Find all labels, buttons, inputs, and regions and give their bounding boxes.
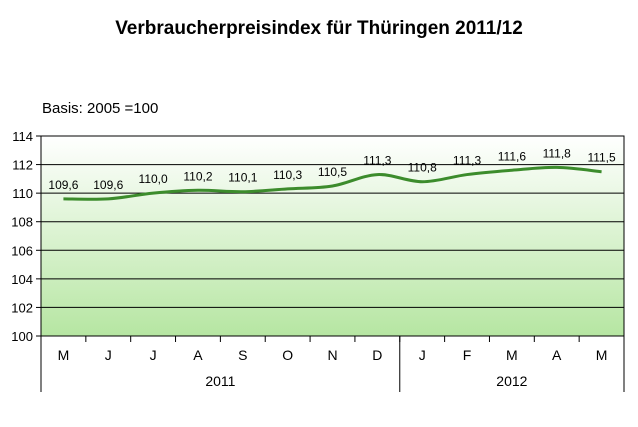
- x-tick-label: D: [372, 347, 382, 363]
- x-tick-label: O: [282, 347, 293, 363]
- data-label: 110,8: [408, 161, 437, 175]
- data-label: 110,1: [228, 171, 257, 185]
- data-label: 111,3: [363, 154, 392, 168]
- data-label: 110,3: [273, 168, 302, 182]
- data-label: 110,0: [139, 172, 168, 186]
- plot-border: [40, 135, 625, 337]
- y-tick-label: 102: [11, 300, 33, 315]
- x-tick-label: J: [150, 347, 157, 363]
- y-tick-label: 112: [12, 158, 33, 173]
- y-tick-label: 114: [12, 129, 33, 144]
- x-tick-label: M: [58, 347, 70, 363]
- y-tick-label: 100: [11, 329, 33, 344]
- data-label: 111,3: [453, 154, 482, 168]
- basis-label: Basis: 2005 =100: [42, 100, 159, 117]
- x-tick-label: A: [193, 347, 203, 363]
- y-tick-label: 108: [11, 215, 33, 230]
- data-label: 111,8: [543, 146, 572, 160]
- group-label: 2012: [496, 373, 527, 389]
- x-tick-label: N: [327, 347, 337, 363]
- data-label: 110,5: [318, 165, 347, 179]
- axes: 100 102 104 106 108 110 112 114 M J J A S O N D J F M A M 201…: [11, 129, 625, 392]
- x-tick-label: J: [105, 347, 112, 363]
- chart-title: Verbraucherpreisindex für Thüringen 2011…: [115, 18, 523, 39]
- x-tick-label: A: [552, 347, 562, 363]
- x-tick-label: J: [419, 347, 426, 363]
- x-tick-label: M: [596, 347, 608, 363]
- group-label: 2011: [205, 373, 235, 389]
- x-tick-label: M: [506, 347, 518, 363]
- x-tick-label: F: [463, 347, 472, 363]
- data-label: 109,6: [48, 178, 78, 192]
- y-tick-label: 106: [11, 243, 33, 258]
- series: [63, 165, 602, 201]
- y-tick-label: 104: [11, 272, 33, 287]
- x-tick-label: S: [238, 347, 247, 363]
- series-line: [63, 165, 602, 201]
- y-tick-label: 110: [12, 186, 33, 201]
- data-label: 110,2: [183, 169, 212, 183]
- data-label: 111,5: [587, 151, 616, 165]
- data-labels: 109,6 109,6 110,0 110,2 110,1 110,3 110,5 111,3…: [48, 146, 616, 191]
- data-label: 111,6: [498, 149, 527, 163]
- data-label: 109,6: [93, 178, 123, 192]
